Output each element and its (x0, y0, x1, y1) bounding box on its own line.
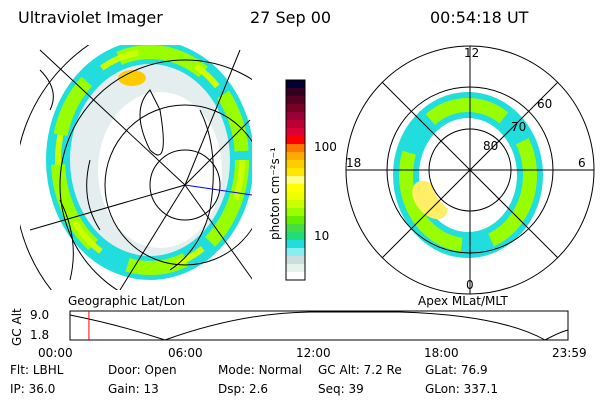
info-key: GLat: (425, 363, 458, 377)
mlt-label-12: 12 (464, 46, 480, 60)
colorbar-frame (285, 79, 306, 281)
info-key: IP: (10, 382, 25, 396)
alt-ytick: 9.0 (30, 308, 50, 322)
info-value: 13 (143, 382, 159, 396)
info-value: 337.1 (463, 382, 498, 396)
alt-ylabel: GC Alt (10, 308, 24, 346)
colorbar-swatch (286, 104, 305, 113)
sun-direction-line (184, 184, 252, 196)
colorbar-swatch (286, 232, 305, 241)
info-key: Gain: (108, 382, 140, 396)
colorbar-swatch (286, 152, 305, 161)
info-field: GLon: 337.1 (425, 382, 498, 396)
altitude-plot (69, 310, 569, 341)
colorbar-label: photon cm⁻²s⁻¹ (268, 147, 282, 240)
time-label: 00:54:18 UT (430, 8, 529, 27)
lat-label-70: 70 (511, 120, 527, 134)
colorbar (286, 80, 305, 281)
colorbar-swatch (286, 144, 305, 153)
right-map-label: Apex MLat/MLT (418, 294, 508, 308)
alt-ytick: 1.8 (30, 328, 50, 342)
lat-label-60: 60 (537, 97, 553, 111)
alt-xtick: 18:00 (424, 346, 459, 360)
colorbar-swatch (286, 200, 305, 209)
info-value: 7.2 Re (363, 363, 402, 377)
map-grid (20, 45, 252, 290)
info-value: Open (144, 363, 177, 377)
mlt-label-0: 0 (466, 278, 474, 292)
colorbar-swatch (286, 256, 305, 265)
altitude-curve (69, 311, 569, 341)
colorbar-swatch (286, 240, 305, 249)
colorbar-swatch (286, 120, 305, 129)
info-value: LBHL (32, 363, 64, 377)
date-label: 27 Sep 00 (250, 8, 332, 27)
colorbar-swatch (286, 192, 305, 201)
info-field: Gain: 13 (108, 382, 159, 396)
info-key: Mode: (218, 363, 255, 377)
colorbar-swatch (286, 248, 305, 257)
colorbar-swatch (286, 264, 305, 273)
lat-label-80: 80 (483, 139, 499, 153)
colorbar-swatch (286, 176, 305, 185)
info-field: Flt: LBHL (10, 363, 63, 377)
colorbar-swatch (286, 224, 305, 233)
info-field: Seq: 39 (318, 382, 364, 396)
info-value: Normal (258, 363, 302, 377)
mlt-label-18: 18 (346, 156, 362, 170)
info-field: IP: 36.0 (10, 382, 55, 396)
instrument-title: Ultraviolet Imager (18, 8, 163, 27)
alt-xtick: 23:59 (552, 346, 587, 360)
info-field: Dsp: 2.6 (218, 382, 268, 396)
info-field: Door: Open (108, 363, 177, 377)
info-key: Dsp: (218, 382, 246, 396)
info-value: 76.9 (460, 363, 488, 377)
info-value: 36.0 (28, 382, 56, 396)
colorbar-swatch (286, 136, 305, 145)
info-key: GC Alt: (318, 363, 360, 377)
colorbar-swatch (286, 128, 305, 137)
left-map-label: Geographic Lat/Lon (68, 294, 186, 308)
info-key: Door: (108, 363, 141, 377)
info-field: GLat: 76.9 (425, 363, 488, 377)
colorbar-swatch (286, 272, 305, 281)
alt-xtick: 00:00 (38, 346, 73, 360)
colorbar-swatch (286, 216, 305, 225)
info-field: GC Alt: 7.2 Re (318, 363, 402, 377)
colorbar-swatch (286, 80, 305, 89)
aurora-oval-left (46, 45, 252, 280)
info-value: 39 (348, 382, 364, 396)
polar-grid (345, 45, 595, 295)
info-value: 2.6 (248, 382, 269, 396)
colorbar-swatch (286, 168, 305, 177)
alt-xtick: 12:00 (296, 346, 331, 360)
colorbar-swatch (286, 96, 305, 105)
geographic-map (20, 45, 252, 290)
info-field: Mode: Normal (218, 363, 302, 377)
colorbar-tick: 10 (314, 229, 330, 243)
alt-xtick: 06:00 (168, 346, 203, 360)
info-key: Seq: (318, 382, 345, 396)
info-key: GLon: (425, 382, 460, 396)
apex-polar-plot (345, 45, 595, 295)
colorbar-swatch (286, 88, 305, 97)
colorbar-swatch (286, 160, 305, 169)
colorbar-swatch (286, 208, 305, 217)
colorbar-tick: 100 (314, 140, 337, 154)
colorbar-swatch (286, 112, 305, 121)
mlt-label-6: 6 (578, 156, 586, 170)
info-key: Flt: (10, 363, 29, 377)
colorbar-swatch (286, 184, 305, 193)
